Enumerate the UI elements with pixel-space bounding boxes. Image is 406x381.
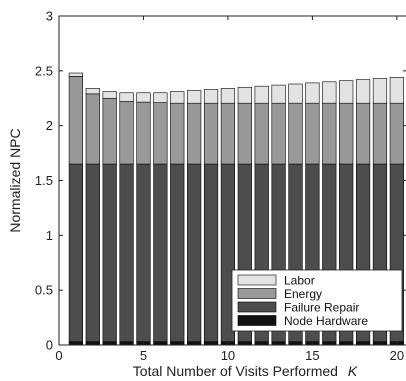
bar-failure-repair-k9: [203, 163, 219, 343]
bar-energy-k16: [322, 102, 337, 165]
bar-energy-k8: [187, 102, 202, 165]
bar-labor-k6: [153, 92, 168, 103]
bar-energy-k6: [153, 102, 168, 165]
bar-failure-repair-k1: [68, 163, 83, 343]
bar-energy-k15: [305, 102, 320, 165]
y-axis-label: Normalized NPC: [7, 128, 23, 232]
bar-energy-k2: [85, 93, 100, 165]
bar-labor-k13: [271, 84, 286, 104]
y-tick-label: 0.5: [35, 283, 53, 298]
bar-labor-k14: [288, 83, 303, 104]
legend-label-energy: Energy: [284, 287, 322, 301]
x-tick-label: 10: [221, 348, 235, 363]
bar-energy-k10: [220, 102, 236, 165]
bar-energy-k14: [288, 102, 303, 165]
legend-swatch-node-hardware: [237, 315, 277, 326]
bar-energy-k13: [271, 102, 286, 165]
bar-energy-k19: [372, 102, 388, 165]
bar-labor-k7: [170, 91, 185, 104]
bar-labor-k17: [339, 80, 354, 104]
legend-swatch-labor: [237, 274, 277, 286]
bar-labor-k3: [102, 91, 117, 99]
axes: 0 0.5 1 1.5 2 2.5 3 0 5 10 15 20: [35, 9, 406, 363]
y-tick-label: 3: [46, 9, 53, 24]
bar-energy-k20: [389, 102, 404, 165]
legend-swatch-energy: [237, 288, 277, 299]
x-tick-label: 20: [390, 348, 404, 363]
bar-energy-k11: [237, 102, 252, 165]
legend-label-labor: Labor: [284, 274, 315, 288]
bar-energy-k3: [102, 97, 117, 165]
bar-energy-k1: [68, 76, 83, 165]
bar-labor-k1: [68, 72, 83, 77]
bar-labor-k4: [119, 92, 134, 102]
bar-labor-k9: [203, 89, 219, 104]
bar-labor-k18: [355, 79, 371, 104]
bar-labor-k16: [322, 81, 337, 104]
bar-failure-repair-k3: [102, 163, 117, 343]
y-tick-label: 2: [46, 118, 53, 133]
bar-failure-repair-k8: [187, 163, 202, 343]
bar-energy-k12: [254, 102, 269, 165]
bar-energy-k9: [203, 102, 219, 165]
x-axis-label-text: Total Number of Visits Performed: [133, 363, 338, 379]
x-tick-label: 5: [140, 348, 147, 363]
y-tick-label: 2.5: [35, 63, 53, 78]
bar-energy-k18: [355, 102, 371, 165]
legend-label-failure-repair: Failure Repair: [284, 301, 359, 315]
bar-energy-k17: [339, 102, 354, 165]
bar-labor-k5: [136, 92, 151, 103]
x-axis-label-variable: K: [348, 363, 358, 379]
x-axis-label: Total Number of Visits Performed K: [133, 363, 358, 379]
bar-energy-k4: [119, 101, 134, 165]
legend-swatch-failure-repair: [237, 301, 277, 313]
bar-failure-repair-k7: [170, 163, 185, 343]
x-tick-label: 0: [55, 348, 62, 363]
y-tick-label: 1.5: [35, 173, 53, 188]
bar-labor-k12: [254, 85, 269, 104]
bar-labor-k20: [389, 77, 404, 104]
bar-labor-k19: [372, 78, 388, 104]
x-tick-label: 15: [305, 348, 319, 363]
bar-labor-k10: [220, 88, 236, 104]
bar-energy-k7: [170, 102, 185, 165]
bar-failure-repair-k5: [136, 163, 151, 343]
bar-labor-k8: [187, 90, 202, 104]
bar-labor-k11: [237, 86, 252, 104]
legend-label-node-hardware: Node Hardware: [284, 314, 368, 328]
bar-failure-repair-k2: [85, 163, 100, 343]
bar-labor-k15: [305, 82, 320, 104]
y-tick-label: 0: [46, 338, 53, 353]
y-tick-label: 1: [46, 228, 53, 243]
bar-failure-repair-k6: [153, 163, 168, 343]
bar-energy-k5: [136, 101, 151, 165]
bar-labor-k2: [85, 88, 100, 95]
bar-failure-repair-k4: [119, 163, 134, 343]
